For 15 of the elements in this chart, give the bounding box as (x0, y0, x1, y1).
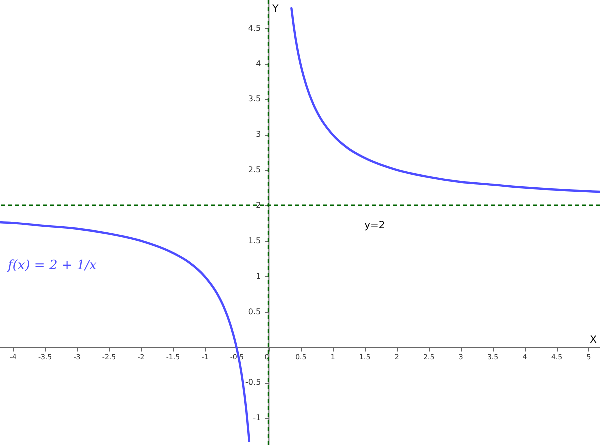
y-tick-label: 4.5 (248, 24, 262, 33)
y-tick-label: 0.5 (248, 307, 262, 316)
y-tick-label: 3 (256, 130, 262, 140)
y-tick-label: 4 (256, 59, 262, 68)
text: f(x) = 2 + 1/x (7, 258, 98, 274)
y-axis-title: Y (272, 4, 280, 15)
y-tick-label: 2.5 (248, 166, 262, 175)
y-tick-label: 3.5 (248, 94, 262, 104)
y-tick-label: 2 (256, 200, 262, 210)
ref-line-label: y=2 (364, 220, 386, 232)
y-tick-label: 1.5 (248, 236, 262, 246)
y-tick-label: 1 (256, 272, 262, 281)
x-axis-title: X (590, 335, 598, 346)
y-tick-label: -0.5 (246, 378, 262, 388)
y-tick-label: -1 (253, 414, 262, 423)
